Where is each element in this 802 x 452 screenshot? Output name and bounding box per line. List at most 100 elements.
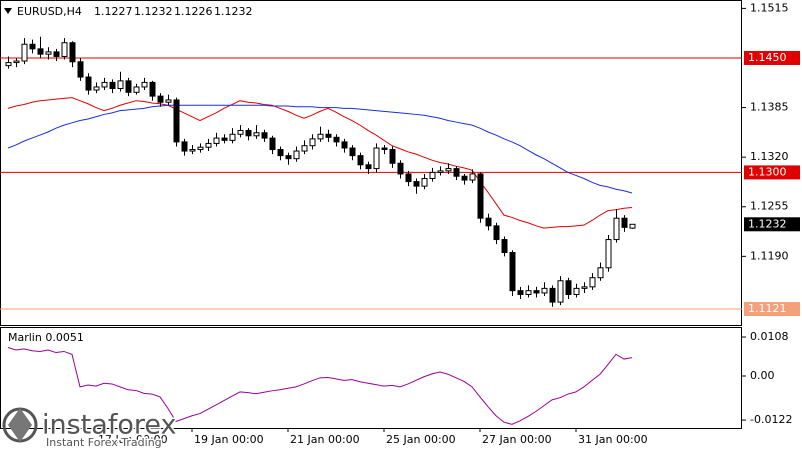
close-value: 1.1232 bbox=[214, 5, 253, 18]
candle-body bbox=[133, 86, 140, 93]
candle-body bbox=[197, 146, 204, 151]
candle-body bbox=[61, 42, 68, 57]
candle-body bbox=[101, 81, 108, 88]
candle-body bbox=[125, 80, 132, 93]
candle-body bbox=[453, 168, 460, 177]
x-tick-label: 17 Jan 00:00 bbox=[98, 433, 168, 446]
x-tick-label: 27 Jan 00:00 bbox=[482, 433, 552, 446]
candle-body bbox=[325, 133, 332, 138]
level-label-box bbox=[744, 165, 800, 180]
candle-body bbox=[541, 287, 548, 294]
candle-body bbox=[285, 155, 292, 160]
indicator-tick-label: -0.0122 bbox=[750, 413, 792, 426]
indicator-panel bbox=[0, 327, 742, 429]
watermark-tagline: Instant Forex Trading bbox=[46, 436, 162, 449]
candle-body bbox=[29, 43, 36, 50]
candle-body bbox=[573, 287, 580, 295]
candle-body bbox=[21, 43, 28, 62]
level-label: 1.1121 bbox=[748, 302, 787, 315]
y-tick-label: 1.1190 bbox=[750, 249, 789, 262]
candle-body bbox=[317, 133, 324, 140]
candle-body bbox=[437, 170, 444, 173]
candle-body bbox=[69, 42, 76, 63]
candle-body bbox=[221, 137, 228, 141]
candle-body bbox=[429, 171, 436, 180]
candle-body bbox=[581, 286, 588, 289]
indicator-tick-label: 0.00 bbox=[750, 369, 775, 382]
symbol-menu-arrow[interactable] bbox=[4, 8, 12, 14]
candle-body bbox=[333, 136, 340, 143]
y-tick-label: 1.1515 bbox=[750, 1, 789, 14]
candle-body bbox=[509, 252, 516, 292]
low-value: 1.1226 bbox=[174, 5, 213, 18]
indicator-line bbox=[7, 347, 633, 425]
y-tick-label: 1.1255 bbox=[750, 200, 789, 213]
candle-body bbox=[501, 239, 508, 254]
candle-body bbox=[165, 99, 172, 103]
level-label-box bbox=[744, 50, 800, 65]
candle-body bbox=[605, 239, 612, 269]
candle-body bbox=[493, 225, 500, 241]
candle-body bbox=[389, 149, 396, 164]
candle-body bbox=[629, 223, 636, 229]
candle-body bbox=[477, 173, 484, 219]
candle-body bbox=[173, 99, 180, 143]
y-tick-label: 1.1385 bbox=[750, 101, 789, 114]
candle-body bbox=[357, 155, 364, 166]
candle-body bbox=[117, 80, 124, 89]
candle-body bbox=[621, 217, 628, 228]
x-tick-label: 31 Jan 00:00 bbox=[578, 433, 648, 446]
current-price-box bbox=[744, 217, 800, 232]
main-panel bbox=[0, 0, 742, 326]
candle-body bbox=[45, 51, 52, 55]
candle-body bbox=[13, 60, 20, 64]
candle-body bbox=[525, 290, 532, 295]
candle-body bbox=[557, 280, 564, 303]
y-tick-label: 1.1320 bbox=[750, 150, 789, 163]
candle-body bbox=[253, 132, 260, 137]
candle-body bbox=[533, 290, 540, 294]
candle-body bbox=[189, 149, 196, 152]
candle-body bbox=[461, 175, 468, 181]
plot-area bbox=[0, 36, 742, 425]
candle-body bbox=[405, 173, 412, 183]
candle-body bbox=[109, 81, 116, 89]
moving-average bbox=[7, 97, 633, 229]
candle-body bbox=[37, 48, 44, 55]
candle-body bbox=[597, 267, 604, 279]
candle-body bbox=[445, 168, 452, 172]
candle-body bbox=[413, 181, 420, 187]
candle-body bbox=[77, 61, 84, 78]
watermark-logo bbox=[2, 407, 38, 443]
candle-body bbox=[141, 81, 148, 88]
x-tick-label: 21 Jan 00:00 bbox=[290, 433, 360, 446]
candle-body bbox=[93, 86, 100, 91]
candle-body bbox=[589, 277, 596, 288]
candle-body bbox=[245, 129, 252, 137]
candle-body bbox=[293, 150, 300, 160]
indicator-tick-label: 0.0108 bbox=[750, 330, 789, 343]
open-value: 1.1227 bbox=[94, 5, 133, 18]
candle-body bbox=[485, 217, 492, 227]
candle-body bbox=[565, 280, 572, 295]
candle-body bbox=[397, 162, 404, 175]
candle-body bbox=[149, 81, 156, 97]
x-tick-label: 25 Jan 00:00 bbox=[386, 433, 456, 446]
candle-body bbox=[517, 290, 524, 295]
candle-body bbox=[213, 137, 220, 144]
candle-body bbox=[613, 217, 620, 241]
indicator-title: Marlin 0.0051 bbox=[8, 331, 84, 344]
candle-body bbox=[381, 147, 388, 151]
candle-body bbox=[469, 173, 476, 181]
candle-body bbox=[205, 142, 212, 148]
candle-body bbox=[549, 287, 556, 303]
level-label: 1.1300 bbox=[748, 165, 787, 178]
candle-body bbox=[269, 137, 276, 151]
watermark-brand: instaforex bbox=[42, 410, 176, 441]
watermark: instaforex Instant Forex Trading bbox=[2, 407, 178, 451]
candle-body bbox=[309, 138, 316, 147]
candle-body bbox=[181, 141, 188, 152]
level-label-box bbox=[744, 301, 800, 316]
candle-body bbox=[341, 141, 348, 149]
candle-body bbox=[277, 149, 284, 157]
